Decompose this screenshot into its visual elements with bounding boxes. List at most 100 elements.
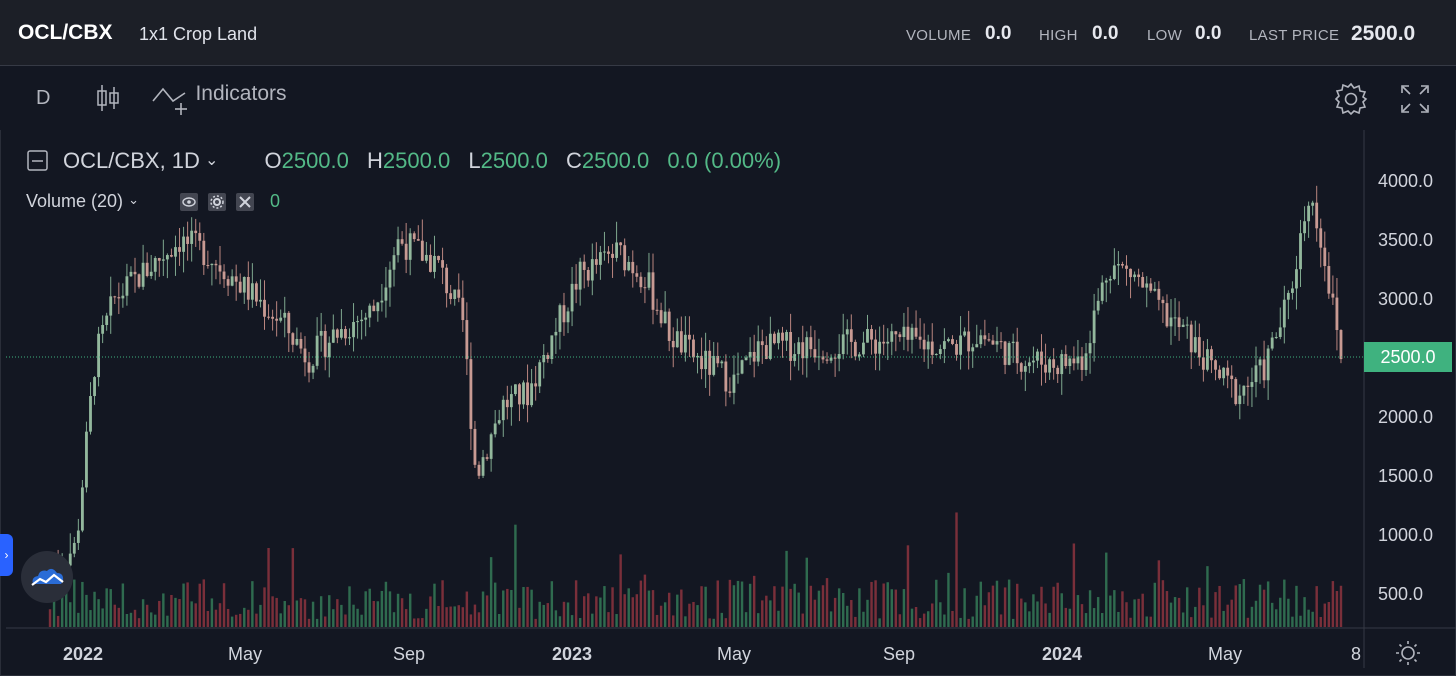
- interval-button[interactable]: D: [36, 87, 51, 109]
- volume-bar: [202, 579, 206, 627]
- volume-bar: [566, 602, 570, 627]
- candle-body: [404, 243, 408, 260]
- volume-bar: [975, 595, 978, 627]
- candle-body: [639, 276, 643, 288]
- volume-bar: [591, 613, 594, 627]
- gear-icon[interactable]: [208, 193, 226, 211]
- candle-body: [598, 252, 602, 265]
- candle-body: [210, 263, 214, 266]
- volume-bar: [368, 588, 371, 627]
- candle-body: [1116, 264, 1120, 266]
- volume-bar: [307, 618, 311, 627]
- legend-symbol-interval[interactable]: OCL/CBX, 1D: [63, 148, 200, 173]
- volume-bar: [1003, 587, 1007, 627]
- candle-body: [906, 326, 910, 340]
- cloud-logo-icon: [31, 568, 64, 586]
- volume-bar: [1121, 591, 1124, 627]
- volume-bar: [489, 557, 493, 627]
- candle-body: [744, 357, 748, 361]
- volume-bar: [178, 599, 181, 627]
- volume-bar: [506, 588, 509, 627]
- volume-bar: [886, 582, 889, 627]
- volume-bar: [967, 618, 970, 627]
- volume-bar: [332, 609, 335, 627]
- candle-body: [1060, 354, 1064, 375]
- volume-bar: [1335, 591, 1339, 627]
- candle-body: [526, 382, 529, 406]
- candle-body: [331, 329, 335, 343]
- volume-bar: [166, 615, 169, 627]
- volume-bar: [56, 615, 60, 627]
- candle-body: [671, 340, 675, 348]
- volume-bar: [328, 595, 331, 627]
- volume-bar: [1295, 585, 1298, 627]
- volume-bar: [655, 614, 659, 627]
- symbol[interactable]: OCL/CBX: [18, 21, 113, 44]
- candle-body: [566, 311, 570, 323]
- candle-body: [303, 348, 307, 363]
- volume-bar: [825, 578, 829, 627]
- candle-body: [870, 329, 873, 340]
- volume-bar: [125, 613, 129, 627]
- candle-body: [509, 394, 513, 408]
- candle-body: [1112, 265, 1116, 279]
- fullscreen-button[interactable]: [1400, 84, 1430, 119]
- sidebar-toggle[interactable]: ›: [0, 534, 13, 576]
- volume-bar: [457, 605, 460, 627]
- candle-body: [141, 262, 145, 287]
- settings-button[interactable]: [1334, 82, 1368, 121]
- candle-body: [1036, 351, 1039, 361]
- volume-bar: [1238, 584, 1242, 627]
- candle-body: [513, 384, 517, 395]
- chevron-down-icon[interactable]: ⌄: [128, 192, 139, 207]
- candle-body: [760, 341, 764, 346]
- volume-bar: [793, 583, 796, 627]
- candle-body: [570, 283, 574, 312]
- candle-body: [586, 269, 590, 281]
- high-label: HIGH: [1039, 27, 1078, 44]
- volume-bar: [1133, 599, 1136, 627]
- candlestick-type-button[interactable]: [94, 83, 122, 118]
- volume-bar: [469, 614, 473, 627]
- volume-bar: [1331, 581, 1335, 627]
- volume-bar: [603, 586, 606, 627]
- eye-icon[interactable]: [180, 193, 198, 211]
- volume-bar: [748, 583, 752, 627]
- indicators-button[interactable]: Indicators: [151, 82, 287, 117]
- candle-body: [190, 230, 194, 244]
- volume-bar: [141, 599, 145, 627]
- volume-bar: [926, 611, 930, 627]
- tradingview-logo[interactable]: [21, 551, 73, 603]
- candle-body: [368, 305, 372, 318]
- volume-bar: [1234, 585, 1237, 627]
- volume-indicator-label[interactable]: Volume (20): [26, 191, 124, 211]
- chevron-down-icon[interactable]: ⌄: [204, 152, 219, 169]
- candle-body: [845, 329, 849, 335]
- candle-body: [424, 254, 428, 261]
- y-tick-label: 3000.0: [1378, 289, 1434, 309]
- candle-body: [991, 340, 995, 345]
- candle-body: [149, 271, 153, 276]
- change-value: 0.0 (0.00%): [667, 148, 782, 173]
- volume-bar: [801, 613, 804, 627]
- volume-bar: [959, 617, 962, 627]
- candle-body: [170, 255, 173, 257]
- close-icon[interactable]: [236, 193, 254, 211]
- volume-bar: [1020, 598, 1023, 627]
- candle-body: [1092, 310, 1096, 344]
- collapse-legend-button[interactable]: [27, 150, 49, 177]
- candle-body: [1015, 341, 1019, 364]
- candle-body: [692, 339, 695, 358]
- candle-body: [841, 334, 845, 355]
- candle-body: [489, 434, 493, 459]
- volume-bar: [769, 600, 772, 627]
- close-value-legend: 2500.0: [581, 148, 650, 173]
- symbol-name: 1x1 Crop Land: [139, 24, 258, 44]
- volume-bar: [882, 583, 885, 627]
- candle-body: [453, 289, 457, 299]
- volume-bar: [376, 601, 380, 627]
- volume-bar: [445, 607, 448, 627]
- axis-settings-button[interactable]: [1395, 640, 1421, 671]
- volume-bar: [1096, 597, 1100, 627]
